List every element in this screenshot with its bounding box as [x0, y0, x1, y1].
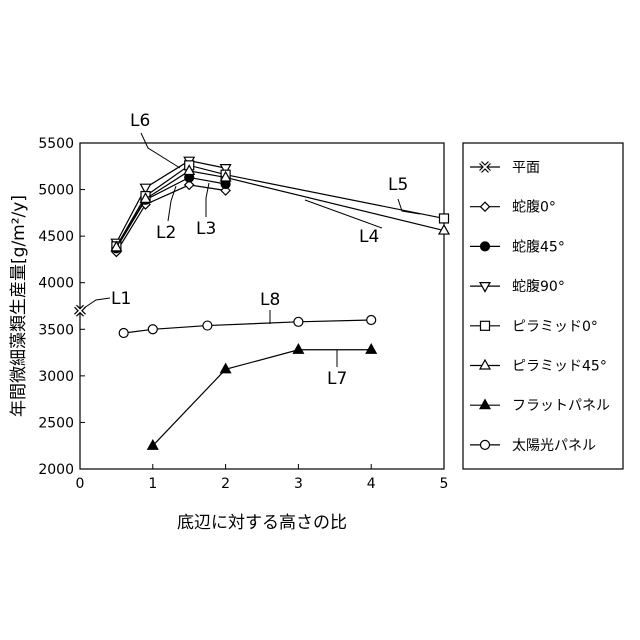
series-7-line [123, 319, 372, 334]
series-5-point [110, 240, 123, 252]
legend-marker [479, 201, 491, 213]
annotation-3-leader [205, 182, 210, 217]
series-5-point [139, 192, 152, 203]
series-3-point [139, 183, 152, 195]
series-1-line [115, 184, 226, 253]
x-tick-label: 5 [440, 476, 449, 492]
legend-box [462, 142, 624, 470]
annotation-2: L2 [156, 223, 176, 243]
legend-item-7: 太陽光パネル [470, 438, 596, 454]
series-6-line [152, 349, 372, 447]
legend-label: 平面 [512, 160, 540, 176]
x-tick-label: 2 [221, 476, 230, 492]
x-tick-label: 3 [294, 476, 303, 492]
legend-label: フラットパネル [512, 398, 610, 414]
series-3-point [219, 164, 232, 175]
legend-marker [479, 241, 491, 252]
y-tick-label: 5000 [38, 183, 74, 199]
annotation-8: L8 [260, 290, 280, 310]
annotation-4: L4 [359, 227, 379, 247]
annotation-6-leader [140, 132, 181, 169]
series-7-point [366, 314, 377, 326]
legend-item-1: 蛇腹0° [470, 199, 556, 216]
x-tick-label: 4 [367, 476, 376, 492]
series-6-point [292, 343, 305, 354]
series-7-point [147, 324, 158, 335]
x-tick-label: 0 [76, 476, 85, 492]
series-6-point [146, 438, 159, 450]
legend-marker [478, 358, 492, 370]
legend-marker-stroke [479, 161, 491, 173]
y-tick-label: 3000 [38, 369, 74, 385]
annotation-6: L6 [130, 111, 150, 131]
y-tick-label: 2500 [38, 415, 74, 431]
annotation-layer: L1 L2 L3 L4 L5 L6 L7 L8 [83, 111, 421, 389]
y-axis-label: 年間微細藻類生産量[g/m²/y] [9, 195, 29, 417]
annotation-5: L5 [388, 175, 408, 195]
legend-marker [478, 398, 492, 410]
legend-marker [479, 439, 491, 450]
annotation-4-leader [304, 199, 383, 229]
series-6 [146, 343, 378, 450]
series-5-point [219, 170, 232, 182]
legend-item-4: ピラミッド0° [470, 319, 598, 335]
legend-label: ピラミッド0° [512, 319, 598, 335]
series-5-point [183, 164, 196, 176]
series-1-point [183, 179, 195, 191]
series-6-point [219, 362, 232, 374]
legend-label: ピラミッド45° [512, 359, 607, 375]
plot-frame [79, 142, 445, 470]
legend-label: 蛇腹90° [512, 278, 565, 295]
legend-item-6: フラットパネル [470, 398, 610, 414]
legend-item-0: 平面 [470, 160, 540, 176]
annotation-3: L3 [196, 219, 216, 239]
series-7 [118, 314, 377, 339]
legend-label: 蛇腹0° [512, 199, 556, 216]
y-tick-label: 2000 [38, 462, 74, 478]
y-tick-label: 5500 [38, 136, 74, 152]
annotation-2-leader [167, 185, 177, 222]
series-0 [74, 304, 86, 317]
annotation-1-leader [83, 297, 111, 309]
legend-item-5: ピラミッド45° [470, 359, 607, 375]
series-7-point [202, 320, 213, 331]
series-7-point [118, 327, 129, 339]
series-layer [74, 156, 451, 450]
legend-item-3: 蛇腹90° [470, 278, 565, 295]
series-5 [110, 164, 451, 252]
series-5-point [437, 223, 451, 235]
annotation-5-leader [397, 198, 421, 215]
legend-marker [479, 161, 491, 173]
axis-ticks: 0 1 2 3 4 5 2000 2500 3000 3500 4000 4500 5000 5500 [38, 136, 448, 492]
y-tick-label: 4000 [38, 276, 74, 292]
series-0-point [74, 304, 86, 317]
series-7-point [293, 316, 304, 327]
legend-label: 蛇腹45° [512, 238, 565, 255]
legend-marker [479, 320, 491, 331]
legend-marker [478, 282, 492, 293]
x-tick-label: 1 [148, 476, 157, 492]
y-tick-label: 3500 [38, 322, 74, 338]
series-0-point-stroke [74, 305, 86, 316]
series-6-point [365, 343, 378, 354]
annotation-7: L7 [327, 369, 347, 389]
series-3-line [115, 160, 226, 243]
x-axis-label: 底辺に対する高さの比 [177, 513, 347, 533]
y-tick-label: 4500 [38, 229, 74, 245]
legend-label: 太陽光パネル [512, 438, 596, 454]
legend-item-2: 蛇腹45° [470, 238, 565, 255]
series-4-point [438, 213, 450, 224]
annotation-1: L1 [111, 289, 131, 309]
